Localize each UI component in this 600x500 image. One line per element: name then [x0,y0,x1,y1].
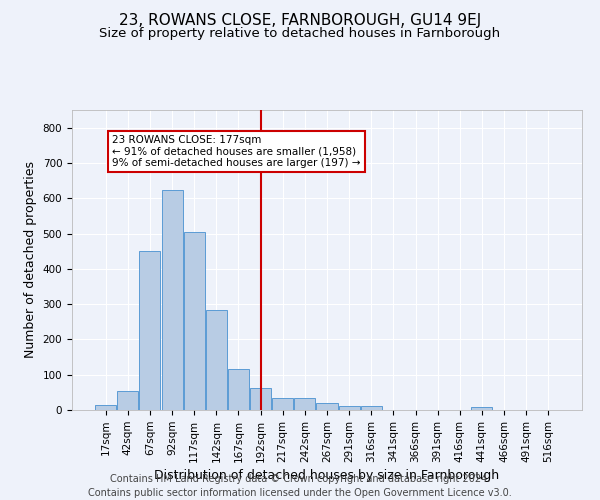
Bar [95,406,116,410]
Bar [472,407,493,410]
Bar [184,232,205,410]
Bar [272,398,293,410]
Bar [338,406,359,410]
Bar [361,406,382,410]
Text: Size of property relative to detached houses in Farnborough: Size of property relative to detached ho… [100,28,500,40]
Bar [250,388,271,410]
Text: 23 ROWANS CLOSE: 177sqm
← 91% of detached houses are smaller (1,958)
9% of semi-: 23 ROWANS CLOSE: 177sqm ← 91% of detache… [112,134,361,168]
X-axis label: Distribution of detached houses by size in Farnborough: Distribution of detached houses by size … [154,469,500,482]
Text: Contains HM Land Registry data © Crown copyright and database right 2024.
Contai: Contains HM Land Registry data © Crown c… [88,474,512,498]
Bar [295,398,316,410]
Y-axis label: Number of detached properties: Number of detached properties [24,162,37,358]
Bar [139,251,160,410]
Bar [316,403,338,410]
Bar [118,390,139,410]
Bar [228,368,249,410]
Bar [206,310,227,410]
Text: 23, ROWANS CLOSE, FARNBOROUGH, GU14 9EJ: 23, ROWANS CLOSE, FARNBOROUGH, GU14 9EJ [119,12,481,28]
Bar [161,190,182,410]
